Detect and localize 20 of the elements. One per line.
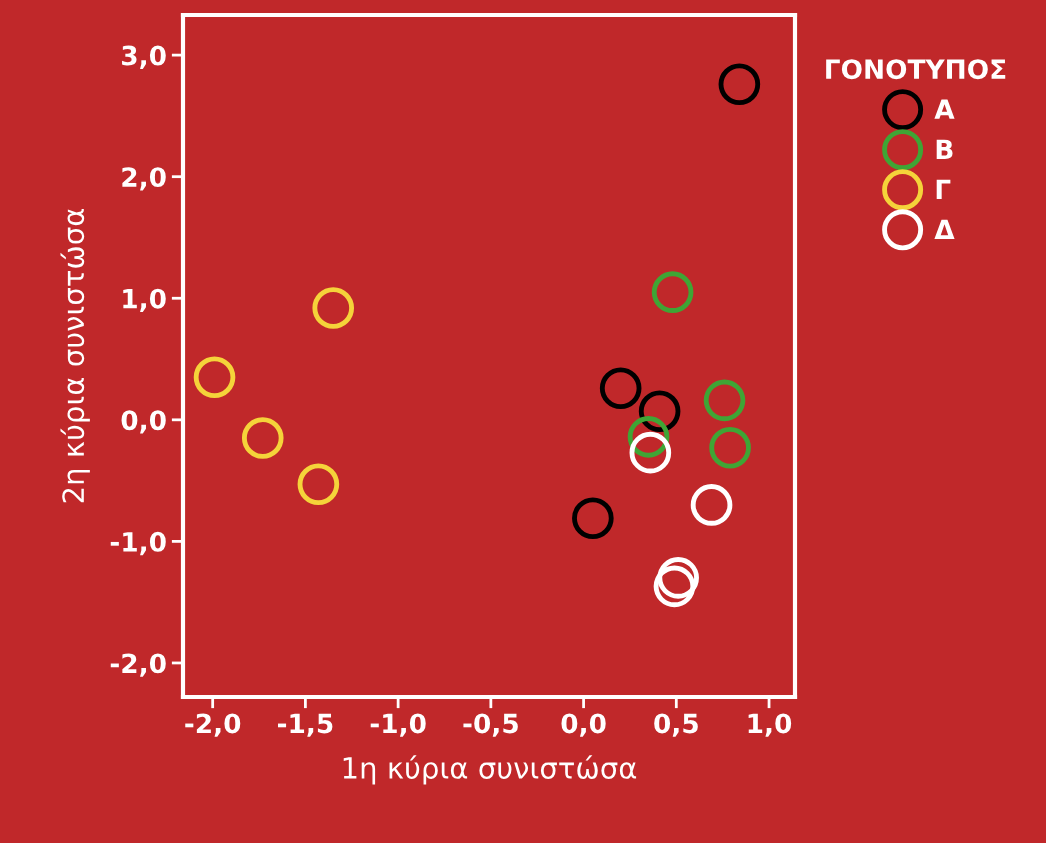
- x-axis-title: 1η κύρια συνιστώσα: [343, 755, 637, 785]
- legend-label: Γ: [936, 179, 951, 199]
- x-tick-label: -0,5: [463, 713, 518, 737]
- y-axis-title: 2η κύρια συνιστώσα: [60, 208, 90, 503]
- x-tick-label: 1,0: [748, 713, 792, 737]
- x-tick-label: -1,0: [370, 713, 426, 737]
- legend-label: A: [934, 99, 955, 119]
- legend-label: B: [936, 139, 953, 159]
- legend-title: ΓΟΝΟΤΥΠΟΣ: [826, 59, 1006, 80]
- x-tick-label: 0,5: [654, 713, 698, 737]
- y-tick-label: 2,0: [122, 167, 166, 191]
- y-tick-label: 0,0: [121, 410, 166, 434]
- y-tick-label: 1,0: [123, 288, 166, 313]
- y-tick-label: -2,0: [110, 653, 166, 677]
- legend-label: Δ: [934, 219, 955, 240]
- x-tick-label: -2,0: [185, 713, 241, 737]
- y-tick-label: -1,0: [110, 531, 166, 556]
- x-tick-label: -1,5: [277, 713, 333, 737]
- y-tick-label: 3,0: [122, 45, 166, 69]
- x-tick-label: 0,0: [561, 713, 606, 737]
